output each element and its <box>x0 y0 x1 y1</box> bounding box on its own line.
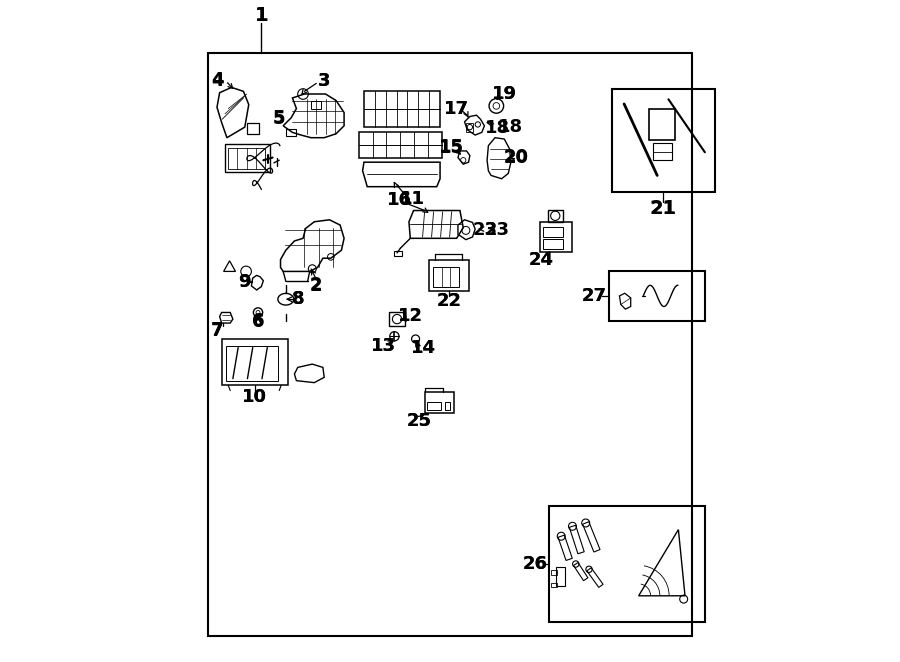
Text: 27: 27 <box>581 287 607 305</box>
Text: 21: 21 <box>650 199 677 218</box>
Text: 20: 20 <box>504 148 528 166</box>
Bar <box>226 346 278 381</box>
Bar <box>221 339 288 385</box>
Text: 2: 2 <box>310 277 322 295</box>
Bar <box>247 123 258 134</box>
Bar <box>433 267 459 287</box>
Bar <box>543 239 562 249</box>
Text: 7: 7 <box>211 322 223 340</box>
Text: 13: 13 <box>372 336 396 355</box>
Text: 12: 12 <box>398 307 423 326</box>
Text: 20: 20 <box>504 148 528 167</box>
Text: 2: 2 <box>310 275 322 294</box>
Text: 8: 8 <box>292 290 305 308</box>
Bar <box>445 402 450 410</box>
Text: 17: 17 <box>444 100 469 118</box>
Text: 17: 17 <box>444 100 469 118</box>
Text: 15: 15 <box>439 139 464 158</box>
Bar <box>209 53 691 636</box>
Bar <box>609 271 705 321</box>
Bar <box>549 506 705 622</box>
Text: 7: 7 <box>211 320 223 339</box>
Bar <box>466 123 472 132</box>
Text: 21: 21 <box>651 199 676 218</box>
Bar <box>225 144 270 172</box>
Bar <box>286 129 296 136</box>
Bar <box>548 210 562 222</box>
Bar <box>364 91 440 127</box>
Bar <box>556 567 565 586</box>
Text: 22: 22 <box>436 291 461 310</box>
Text: 23: 23 <box>484 221 509 240</box>
Text: 5: 5 <box>273 110 284 128</box>
Text: 16: 16 <box>387 191 412 209</box>
Text: 25: 25 <box>407 412 431 430</box>
Text: 1: 1 <box>255 6 268 24</box>
Text: 15: 15 <box>439 138 464 156</box>
Text: 14: 14 <box>411 339 436 357</box>
Text: 25: 25 <box>407 412 431 430</box>
Bar <box>428 260 469 291</box>
Bar <box>428 402 441 410</box>
Text: 10: 10 <box>242 388 267 406</box>
Bar <box>551 583 557 587</box>
Text: 26: 26 <box>522 555 547 573</box>
Text: 24: 24 <box>529 250 554 269</box>
Text: 14: 14 <box>411 339 436 357</box>
Text: 27: 27 <box>581 287 607 305</box>
Bar <box>612 89 715 192</box>
Text: 24: 24 <box>529 250 554 269</box>
Text: 12: 12 <box>398 307 423 326</box>
Text: 8: 8 <box>292 290 305 308</box>
Text: 13: 13 <box>372 336 396 355</box>
Text: 19: 19 <box>491 85 517 103</box>
Bar <box>425 392 454 413</box>
Text: 26: 26 <box>522 555 547 573</box>
Text: 6: 6 <box>252 312 265 330</box>
Bar <box>229 148 265 169</box>
Bar <box>311 101 321 109</box>
Bar <box>543 227 562 237</box>
Text: 23: 23 <box>472 220 498 239</box>
Bar <box>394 251 402 256</box>
Text: 4: 4 <box>211 71 223 90</box>
Text: 3: 3 <box>318 71 330 90</box>
Bar <box>653 143 671 160</box>
Text: 1: 1 <box>255 6 268 24</box>
Text: 9: 9 <box>238 273 250 291</box>
Text: 3: 3 <box>318 71 330 90</box>
Text: 4: 4 <box>211 71 223 89</box>
Text: 9: 9 <box>238 273 251 291</box>
Text: 10: 10 <box>242 388 267 406</box>
Text: 18: 18 <box>498 118 523 136</box>
Bar <box>540 222 572 252</box>
Text: 16: 16 <box>387 191 412 209</box>
Text: 5: 5 <box>273 109 284 127</box>
Text: 11: 11 <box>400 189 426 208</box>
Text: 18: 18 <box>485 118 510 137</box>
Text: 22: 22 <box>436 291 461 310</box>
Text: 19: 19 <box>491 85 517 103</box>
Text: 6: 6 <box>252 313 265 332</box>
Bar <box>649 109 675 140</box>
Bar <box>551 570 557 575</box>
Text: 11: 11 <box>400 189 426 208</box>
Bar <box>389 312 405 326</box>
